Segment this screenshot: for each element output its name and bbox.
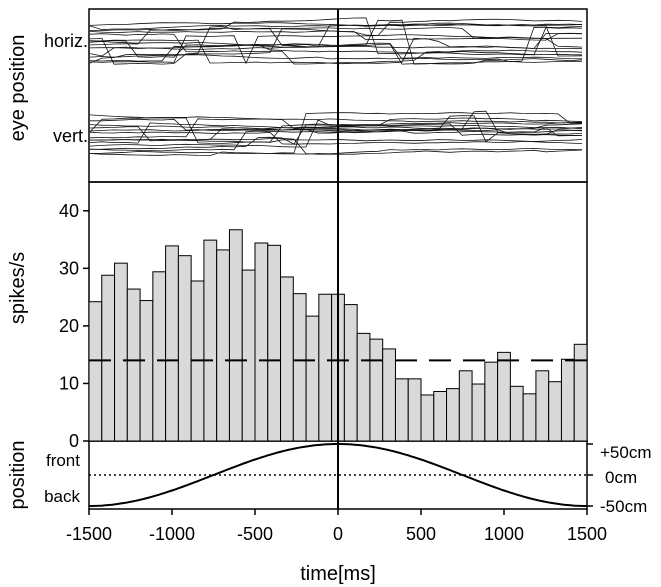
x-tick-label: -500 <box>237 524 273 544</box>
rate-bars <box>88 229 588 442</box>
eye-trace <box>89 54 583 60</box>
x-tick-label: 1500 <box>567 524 607 544</box>
eye-trace <box>89 27 583 64</box>
rate-ytick-label: 10 <box>59 373 79 393</box>
rate-bar <box>228 229 243 442</box>
rate-ytick-label: 0 <box>69 431 79 451</box>
rate-bar <box>139 300 154 442</box>
rate-bar <box>254 242 269 442</box>
eye-trace <box>89 118 583 139</box>
rate-bar <box>165 245 179 442</box>
eye-trace <box>89 17 583 55</box>
x-tick-label: -1000 <box>149 524 195 544</box>
x-axis-title: time[ms] <box>300 563 376 585</box>
rate-bar <box>280 276 294 442</box>
rate-bar <box>267 244 282 442</box>
rate-ylabel: spikes/s <box>7 252 29 324</box>
rate-bar <box>573 343 588 442</box>
eye-trace <box>90 33 583 65</box>
rate-ytick-label: 20 <box>59 316 79 336</box>
rate-bar <box>177 255 192 442</box>
eye-trace <box>89 30 583 49</box>
rate-bar <box>101 274 116 442</box>
eye-trace <box>90 118 583 132</box>
eye-trace <box>89 128 583 136</box>
rate-bar <box>318 293 333 442</box>
rate-bar <box>509 385 524 442</box>
rate-bar <box>292 293 307 442</box>
eye-trace <box>89 131 583 145</box>
rate-bar <box>420 394 435 442</box>
eye-trace <box>89 19 582 65</box>
rate-bar <box>241 269 256 442</box>
right-tick-0: 0cm <box>605 468 637 487</box>
rate-bar <box>471 383 486 442</box>
rate-bar <box>382 348 396 442</box>
eye-trace <box>89 147 583 155</box>
eye-position-ylabel: eye position <box>7 35 29 142</box>
eye-trace <box>89 112 582 156</box>
eye-trace <box>89 123 583 142</box>
rate-bar <box>394 378 409 442</box>
rate-bar <box>114 262 128 442</box>
rate-bar <box>305 315 320 442</box>
eye-trace <box>89 33 583 65</box>
x-tick-label: 0 <box>333 524 343 544</box>
back-label: back <box>44 487 80 506</box>
eye-trace <box>89 44 583 50</box>
rate-bar <box>560 358 575 442</box>
rate-bar <box>484 361 499 442</box>
rate-bar <box>126 288 141 442</box>
eye-trace <box>89 18 583 65</box>
eye-trace <box>89 114 582 144</box>
rate-bar <box>152 271 167 442</box>
eye-trace <box>89 117 583 150</box>
rate-bar <box>88 301 103 442</box>
rate-bar <box>446 388 460 442</box>
rate-bar <box>548 381 562 442</box>
x-tick-label: 1000 <box>484 524 524 544</box>
eye-trace <box>89 115 583 144</box>
rate-bar <box>407 378 422 442</box>
eye-trace <box>89 138 583 144</box>
eye-trace <box>89 110 583 133</box>
rate-bar <box>369 338 384 442</box>
eye-trace <box>89 22 583 31</box>
position-ylabel: position <box>7 441 29 510</box>
x-tick-label: -1500 <box>66 524 112 544</box>
horiz-label: horiz. <box>44 31 88 51</box>
vert-label: vert. <box>53 126 88 146</box>
rate-bar <box>522 393 537 442</box>
right-tick-plus50: +50cm <box>600 443 652 462</box>
x-tick-label: 500 <box>406 524 436 544</box>
rate-bar <box>216 249 230 442</box>
front-label: front <box>46 451 80 470</box>
rate-ytick-label: 40 <box>59 201 79 221</box>
rate-bar <box>343 304 358 442</box>
rate-bar <box>203 239 218 442</box>
eye-trace <box>89 22 583 27</box>
axis-ticks: 0 10 20 30 40 -1500 -1000 -500 0 500 1000 1500 <box>59 201 607 544</box>
eye-traces <box>89 17 583 156</box>
rate-ytick-label: 30 <box>59 258 79 278</box>
rate-bar <box>356 332 371 442</box>
rate-bar <box>458 370 473 442</box>
rate-bar <box>497 351 511 442</box>
rate-bar <box>433 391 448 442</box>
rate-bar <box>535 370 550 442</box>
right-tick-minus50: -50cm <box>600 497 647 516</box>
